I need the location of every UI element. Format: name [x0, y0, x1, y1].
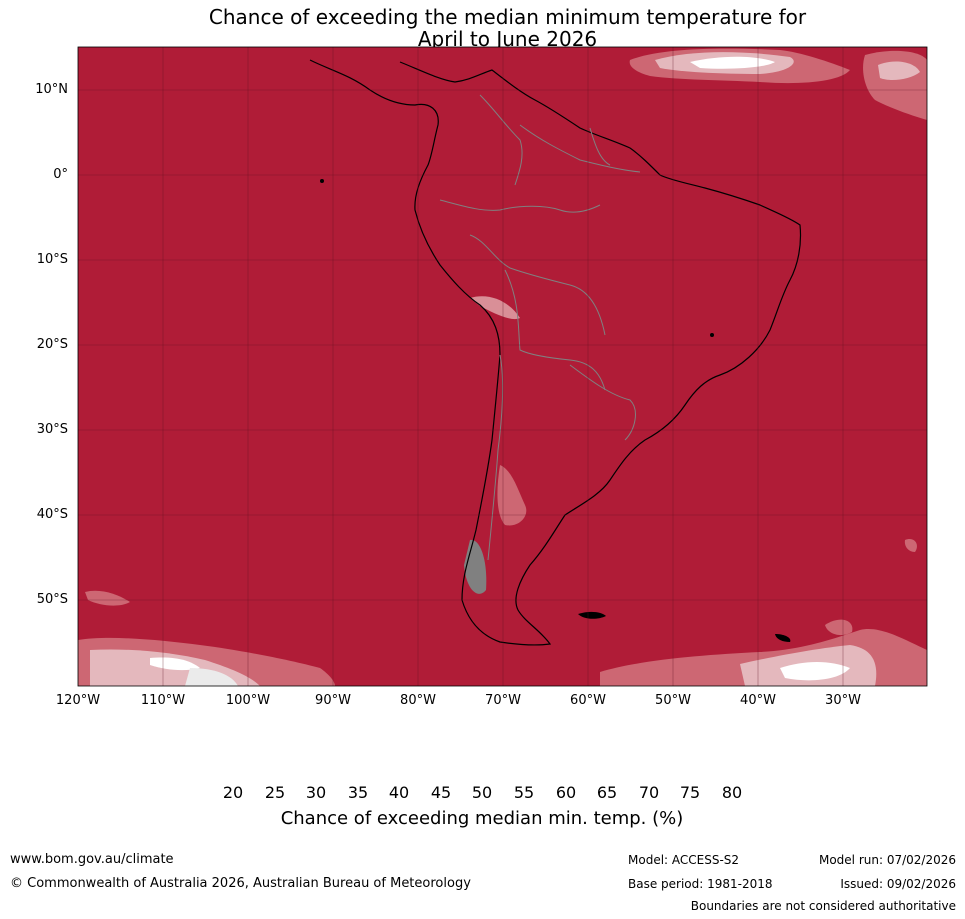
lon-label: 60°W — [570, 693, 606, 708]
footer-issued: Issued: 09/02/2026 — [840, 877, 956, 891]
colorbar-tick: 20 — [222, 783, 244, 802]
lon-label: 100°W — [225, 693, 271, 708]
lon-label: 40°W — [740, 693, 776, 708]
lat-label: 10°S — [36, 252, 68, 267]
lat-label: 30°S — [36, 422, 68, 437]
colorbar-tick: 40 — [388, 783, 410, 802]
footer-base-period: Base period: 1981-2018 — [628, 877, 773, 891]
map-frame — [77, 46, 928, 687]
footer-copyright: © Commonwealth of Australia 2026, Austra… — [10, 876, 471, 891]
map-title-line2: April to June 2026 — [417, 27, 598, 51]
colorbar-tick: 75 — [679, 783, 701, 802]
lat-label: 40°S — [36, 507, 68, 522]
colorbar-tick: 70 — [638, 783, 660, 802]
islands — [320, 179, 791, 642]
lat-label: 20°S — [36, 337, 68, 352]
coastline — [309, 59, 802, 646]
lon-label: 110°W — [140, 693, 186, 708]
colorbar-tick: 45 — [430, 783, 452, 802]
footer-url[interactable]: www.bom.gov.au/climate — [10, 852, 174, 867]
gridlines — [78, 47, 927, 686]
patch-south-pacific — [78, 590, 335, 686]
lat-label: 0° — [53, 167, 68, 182]
colorbar-tick: 50 — [471, 783, 493, 802]
lon-label: 30°W — [825, 693, 861, 708]
colorbar-tick: 60 — [555, 783, 577, 802]
lon-label: 80°W — [400, 693, 436, 708]
colorbar-tick: 30 — [305, 783, 327, 802]
footer-model-run: Model run: 07/02/2026 — [818, 853, 956, 867]
colorbar-tick: 80 — [721, 783, 743, 802]
colorbar-tick: 65 — [596, 783, 618, 802]
colorbar-tick: 25 — [264, 783, 286, 802]
lat-label: 50°S — [36, 592, 68, 607]
lon-label: 50°W — [655, 693, 691, 708]
lon-label: 70°W — [485, 693, 521, 708]
map-background — [78, 47, 927, 686]
map-title-line1: Chance of exceeding the median minimum t… — [208, 5, 807, 29]
footer-model: Model: ACCESS-S2 — [628, 853, 740, 867]
patch-south-atlantic — [600, 539, 927, 686]
probability-map — [77, 46, 928, 687]
country-borders — [439, 94, 641, 561]
patch-north-atlantic — [629, 48, 927, 120]
colorbar-tick: 35 — [347, 783, 369, 802]
lon-label: 120°W — [55, 693, 101, 708]
colorbar-label: Chance of exceeding median min. temp. (%… — [280, 808, 684, 829]
colorbar-tick: 55 — [513, 783, 535, 802]
lat-label: 10°N — [35, 82, 68, 97]
lon-label: 90°W — [315, 693, 351, 708]
footer-disclaimer: Boundaries are not considered authoritat… — [690, 899, 956, 913]
